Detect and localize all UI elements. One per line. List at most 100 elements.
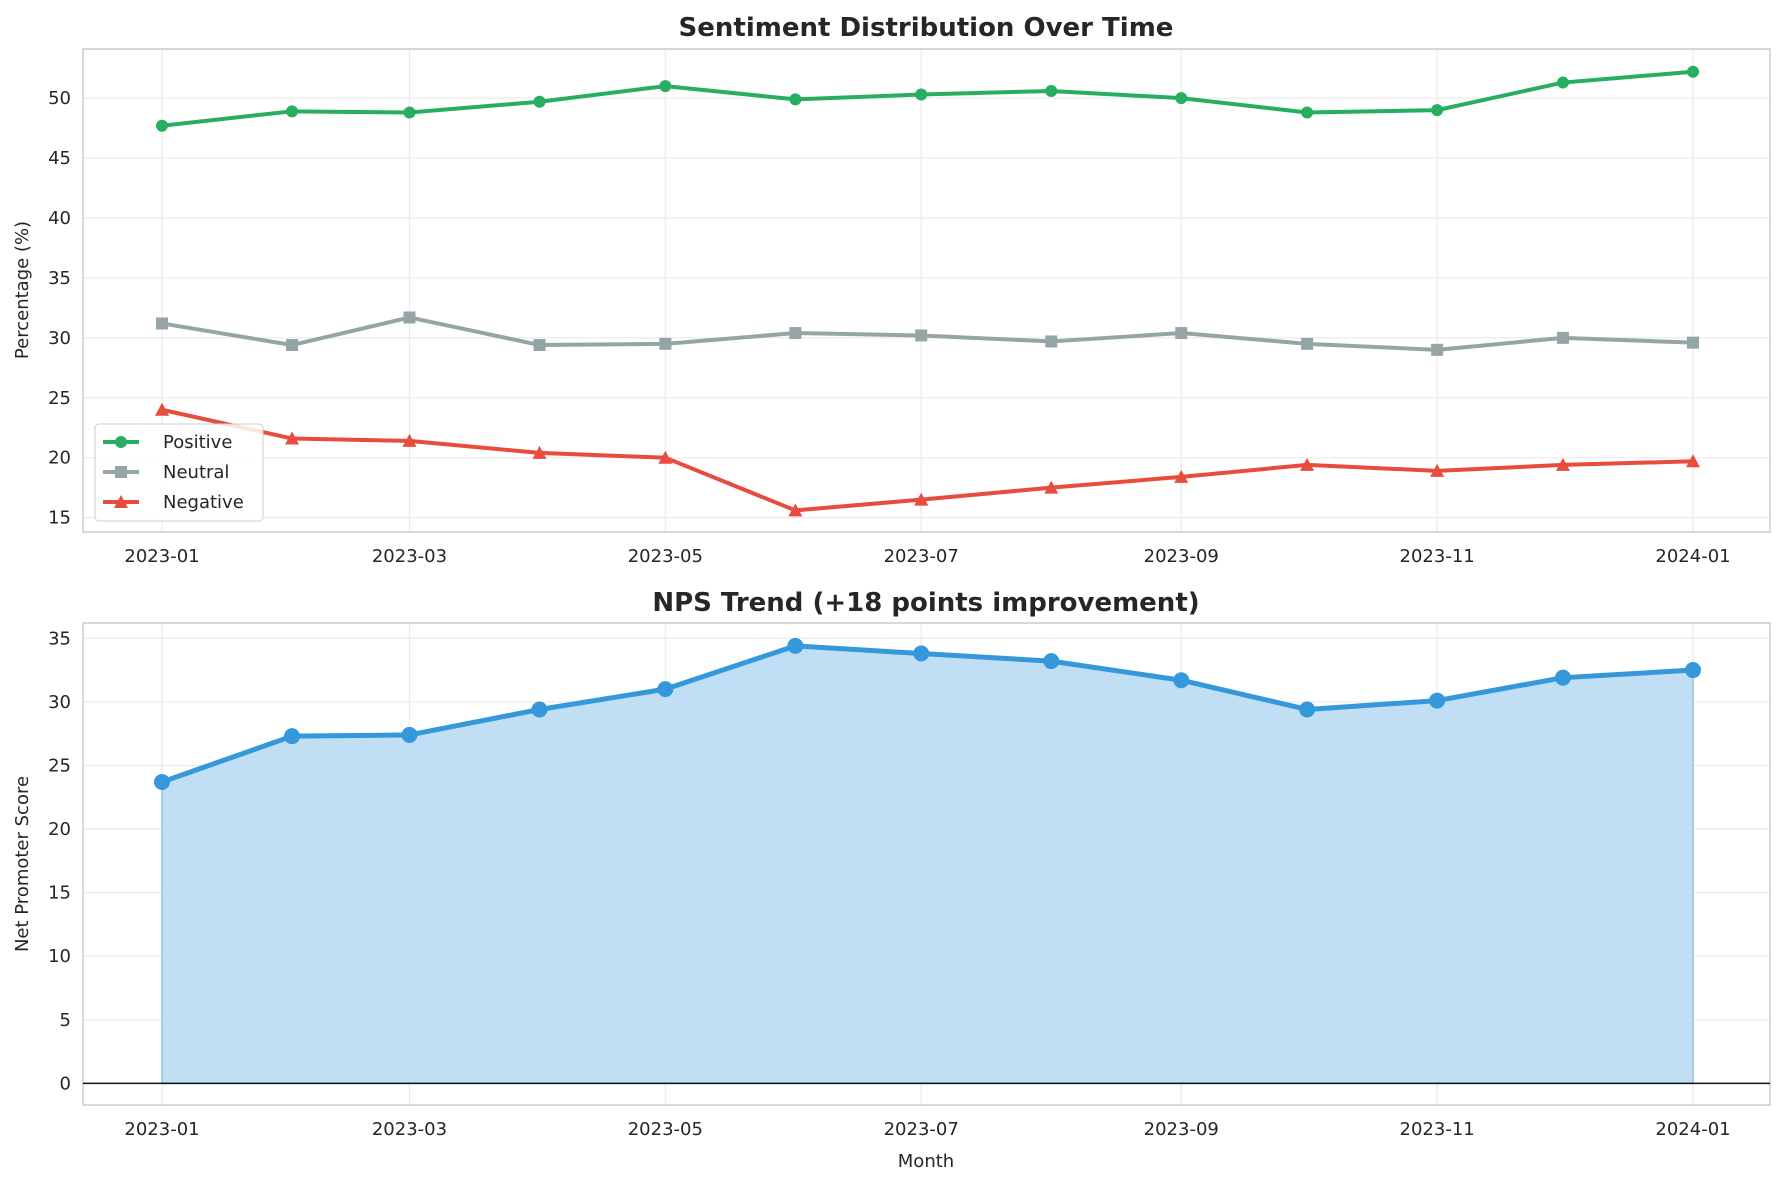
positive-point xyxy=(403,106,416,119)
positive-point xyxy=(789,93,802,106)
neutral-point xyxy=(156,317,168,330)
y-tick-label: 30 xyxy=(48,692,71,713)
negative-series-line xyxy=(161,407,1694,513)
positive-point xyxy=(156,119,168,132)
sentiment-plot: 15 20 25 30 35 40 45 50 2023-01 2023-03 2023-05 202… xyxy=(48,48,1771,567)
x-tick-label: 2023-03 xyxy=(372,546,447,567)
negative-point xyxy=(914,492,929,506)
nps-point xyxy=(401,726,418,743)
nps-area-fill xyxy=(161,645,1694,1085)
nps-point xyxy=(1173,672,1190,689)
nps-point xyxy=(1685,662,1701,679)
negative-point xyxy=(1686,454,1700,468)
neutral-point xyxy=(659,337,672,350)
legend-label-neutral: Neutral xyxy=(163,462,229,483)
negative-point xyxy=(658,450,673,464)
neutral-point xyxy=(1045,335,1058,348)
positive-point xyxy=(1301,106,1314,119)
y-tick-label: 50 xyxy=(48,88,71,109)
negative-point xyxy=(1300,457,1315,471)
y-tick-label: 20 xyxy=(48,448,71,469)
nps-plot: 0 5 10 15 20 25 30 35 2023-01 2023-03 2023-05 2023-… xyxy=(48,622,1771,1140)
positive-point xyxy=(286,105,299,118)
y-tick-label: 5 xyxy=(60,1010,71,1031)
y-tick-label: 0 xyxy=(60,1073,71,1094)
y-tick-label: 30 xyxy=(48,328,71,349)
y-tick-label: 15 xyxy=(48,508,71,529)
y-tick-label: 25 xyxy=(48,388,71,409)
legend-label-positive: Positive xyxy=(163,432,232,453)
chart-title-sentiment: Sentiment Distribution Over Time xyxy=(679,13,1174,43)
legend-marker-square xyxy=(115,466,127,478)
nps-point xyxy=(913,645,930,662)
axes-frame xyxy=(82,622,1771,1106)
y-tick-label: 10 xyxy=(48,946,71,967)
neutral-series-line xyxy=(161,315,1694,352)
legend-label-negative: Negative xyxy=(163,492,244,513)
neutral-point xyxy=(789,327,802,340)
nps-point xyxy=(1554,669,1571,686)
negative-point xyxy=(285,431,300,445)
y-tick-label: 35 xyxy=(48,628,71,649)
nps-point xyxy=(284,728,301,745)
negative-point xyxy=(1174,469,1189,483)
positive-point xyxy=(1431,104,1444,117)
negative-point xyxy=(155,402,169,416)
y-axis-label-sentiment: Percentage (%) xyxy=(12,221,33,359)
positive-point xyxy=(1556,76,1569,89)
neutral-point xyxy=(1687,336,1699,349)
x-tick-label: 2024-01 xyxy=(1655,546,1730,567)
negative-point xyxy=(1044,480,1059,494)
positive-point xyxy=(915,88,928,101)
neutral-point xyxy=(1556,331,1569,344)
x-tick-label: 2023-01 xyxy=(124,546,199,567)
positive-point xyxy=(659,80,672,93)
nps-point xyxy=(531,701,548,718)
x-tick-label: 2023-09 xyxy=(1144,1119,1219,1140)
negative-point xyxy=(402,433,417,447)
y-axis-label-nps: Net Promoter Score xyxy=(12,776,33,952)
negative-point xyxy=(532,445,547,459)
axes-frame xyxy=(82,48,1771,533)
nps-point xyxy=(1429,692,1446,709)
x-tick-label: 2023-03 xyxy=(372,1119,447,1140)
y-tick-label: 35 xyxy=(48,268,71,289)
legend-marker-triangle xyxy=(114,495,128,508)
x-tick-label: 2023-05 xyxy=(628,546,703,567)
x-tick-label: 2023-07 xyxy=(884,1119,959,1140)
positive-point xyxy=(1687,65,1699,78)
neutral-point xyxy=(1301,337,1314,350)
x-tick-label: 2023-01 xyxy=(124,1119,199,1140)
legend-marker-circle xyxy=(115,436,127,448)
x-tick-label: 2024-01 xyxy=(1655,1119,1730,1140)
neutral-point xyxy=(1431,343,1444,356)
y-tick-label: 40 xyxy=(48,208,71,229)
neutral-point xyxy=(286,339,299,352)
negative-point xyxy=(1430,463,1445,477)
positive-point xyxy=(1045,84,1058,97)
legend-box xyxy=(94,423,264,522)
x-tick-label: 2023-07 xyxy=(884,546,959,567)
positive-point xyxy=(533,95,546,108)
x-tick-label: 2023-11 xyxy=(1400,546,1475,567)
neutral-point xyxy=(1175,327,1188,340)
x-axis-label-nps: Month xyxy=(898,1151,954,1172)
neutral-point xyxy=(915,329,928,342)
chart-title-nps: NPS Trend (+18 points improvement) xyxy=(652,588,1199,618)
negative-point xyxy=(1555,457,1570,471)
nps-point xyxy=(154,773,170,790)
nps-point xyxy=(657,681,674,698)
positive-point xyxy=(1175,92,1188,105)
x-tick-label: 2023-05 xyxy=(628,1119,703,1140)
negative-point xyxy=(788,503,803,517)
y-tick-label: 25 xyxy=(48,755,71,776)
neutral-point xyxy=(533,339,546,352)
neutral-point xyxy=(403,311,416,324)
nps-point xyxy=(787,637,804,654)
x-tick-label: 2023-09 xyxy=(1144,546,1219,567)
nps-point xyxy=(1299,701,1316,718)
x-tick-label: 2023-11 xyxy=(1400,1119,1475,1140)
y-tick-label: 45 xyxy=(48,148,71,169)
y-tick-label: 15 xyxy=(48,883,71,904)
